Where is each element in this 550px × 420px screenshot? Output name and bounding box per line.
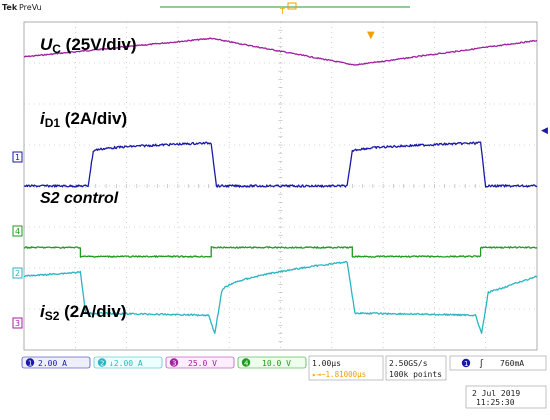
trigger-readout[interactable]: 1 ʃ 760mA (449, 355, 547, 371)
label-id1: iD1 (2A/div) (40, 109, 127, 130)
trace-ch1 (23, 141, 538, 188)
svg-text:ʃ: ʃ (479, 359, 484, 369)
svg-text:10.0 V: 10.0 V (262, 359, 291, 368)
svg-text:S2 control: S2 control (40, 190, 119, 207)
channel-marker-3[interactable]: 3 (12, 317, 23, 329)
svg-text:2 Jul 2019: 2 Jul 2019 (472, 389, 520, 398)
label-is2-scale: (2A/div) (59, 302, 126, 321)
acquisition-readout[interactable]: 2.50GS/s 100k points (385, 355, 447, 381)
svg-text:2.50GS/s: 2.50GS/s (389, 359, 428, 368)
svg-text:2: 2 (15, 269, 20, 278)
svg-text:1: 1 (15, 153, 20, 162)
trace-ch4 (23, 246, 538, 258)
trigger-time-marker-icon: ▼ (367, 30, 375, 41)
channel-marker-2[interactable]: 2 (12, 267, 23, 279)
label-s2-control: S2 control (40, 190, 119, 207)
label-id1-sub: D1 (45, 116, 61, 130)
label-uc: UC (25V/div) (40, 35, 137, 56)
trigger-level-marker-icon: ◀ (541, 126, 548, 136)
channel-marker-4[interactable]: 4 (12, 225, 23, 237)
label-uc-main: U (40, 35, 53, 54)
timebase-readout[interactable]: 1.00µs ▸⇥−1.81000µs (308, 355, 384, 381)
record-position-bar: T (160, 2, 410, 16)
svg-text:4: 4 (15, 227, 20, 236)
graticule (23, 21, 538, 351)
svg-text:2.00 A: 2.00 A (38, 359, 67, 368)
svg-text:iS2 (2A/div): iS2 (2A/div) (40, 302, 126, 323)
mode-label: PreVu (19, 3, 42, 12)
label-is2-main: i (40, 302, 46, 321)
ch1-scale-readout[interactable]: 1 2.00 A (21, 356, 91, 369)
svg-text:100k points: 100k points (389, 370, 442, 379)
svg-text:iD1 (2A/div): iD1 (2A/div) (40, 109, 127, 130)
svg-text:1: 1 (28, 360, 32, 368)
svg-text:2: 2 (100, 360, 104, 368)
svg-text:760mA: 760mA (500, 359, 524, 368)
label-is2: iS2 (2A/div) (40, 302, 126, 323)
datetime-readout: 2 Jul 2019 11:25:30 (465, 385, 547, 409)
brand-label: Tek (2, 3, 18, 12)
svg-text:3: 3 (172, 360, 176, 368)
trace-ch2 (24, 260, 538, 334)
label-uc-scale: (25V/div) (61, 35, 137, 54)
svg-text:3: 3 (15, 319, 20, 328)
channel-marker-1[interactable]: 1 (12, 151, 23, 163)
trigger-position-icon: T (279, 7, 285, 16)
status-bar: 1 2.00 A 2 ↓2.00 A 3 25.0 V 4 10.0 V 1.0… (0, 353, 550, 420)
ch4-scale-readout[interactable]: 4 10.0 V (237, 356, 307, 369)
svg-text:↓2.00 A: ↓2.00 A (109, 359, 143, 368)
label-is2-sub: S2 (45, 309, 60, 323)
svg-text:▸⇥−1.81000µs: ▸⇥−1.81000µs (312, 370, 366, 379)
svg-text:4: 4 (244, 360, 249, 368)
svg-text:UC (25V/div): UC (25V/div) (40, 35, 137, 56)
label-id1-main: i (40, 109, 46, 128)
waveform-traces (23, 37, 538, 334)
label-uc-sub: C (52, 42, 61, 56)
trace-ch3 (24, 37, 538, 66)
svg-text:1: 1 (464, 360, 468, 368)
svg-text:11:25:30: 11:25:30 (476, 398, 515, 407)
ch2-scale-readout[interactable]: 2 ↓2.00 A (93, 356, 163, 369)
label-id1-scale: (2A/div) (60, 109, 127, 128)
svg-text:1.00µs: 1.00µs (312, 359, 341, 368)
ch3-scale-readout[interactable]: 3 25.0 V (165, 356, 235, 369)
svg-text:25.0 V: 25.0 V (188, 359, 217, 368)
